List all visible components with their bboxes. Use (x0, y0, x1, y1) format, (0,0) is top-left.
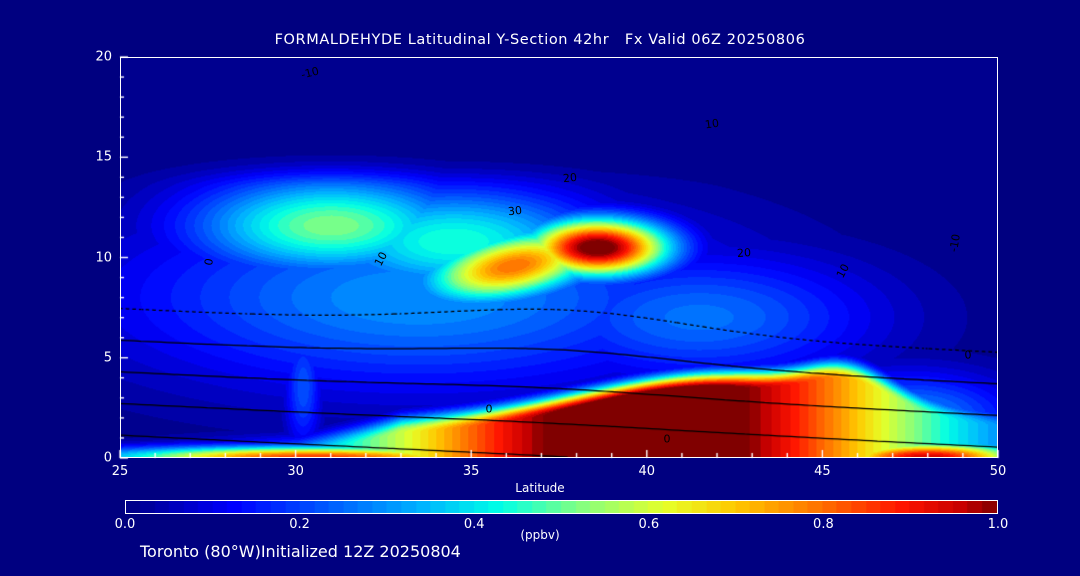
colorbar (125, 500, 998, 514)
contour-label: 20 (736, 246, 752, 260)
colorbar-units-label: (ppbv) (520, 528, 560, 542)
contour-label: 0 (663, 432, 671, 446)
colorbar-tick-label: 0.8 (813, 517, 834, 532)
colorbar-tick-label: 0.4 (463, 517, 485, 532)
contour-label: 10 (704, 116, 720, 132)
colorbar-tick-label: 0.0 (114, 517, 136, 532)
colorbar-tick-label: 1.0 (987, 517, 1009, 532)
footer-caption: Toronto (80°W)Initialized 12Z 20250804 (140, 542, 461, 561)
colorbar-tick-label: 0.6 (638, 517, 660, 532)
contour-label: 30 (507, 203, 523, 219)
contour-label: 0 (964, 348, 972, 362)
contour-label: 20 (562, 170, 578, 186)
x-axis-label: Latitude (515, 481, 565, 495)
colorbar-tick-label: 0.2 (289, 517, 310, 532)
contour-label: 0 (485, 402, 493, 416)
